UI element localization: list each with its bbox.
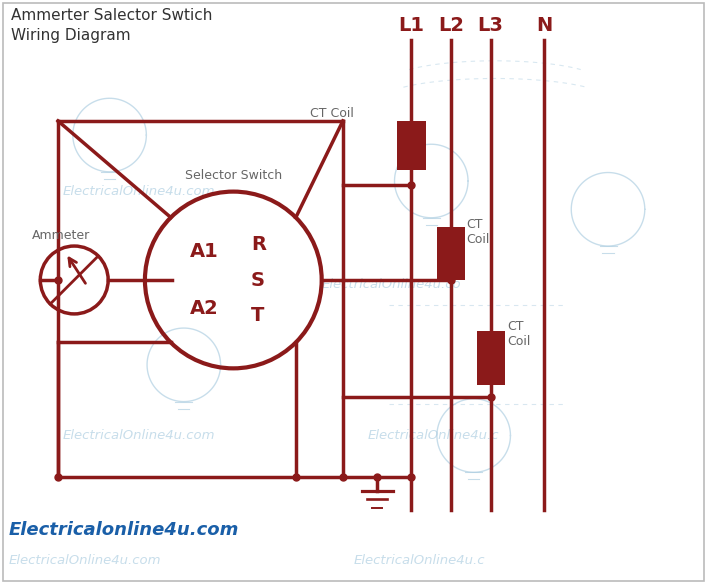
Text: A1: A1 <box>189 242 218 262</box>
Text: ElectricalOnline4u.co: ElectricalOnline4u.co <box>322 279 461 291</box>
Text: A2: A2 <box>189 299 218 318</box>
Text: ElectricalOnline4u.c: ElectricalOnline4u.c <box>354 554 485 567</box>
Text: Ammeter: Ammeter <box>32 229 90 242</box>
Text: N: N <box>537 16 552 35</box>
Text: L1: L1 <box>399 16 424 35</box>
Text: Ammerter Salector Swtich
Wiring Diagram: Ammerter Salector Swtich Wiring Diagram <box>11 8 212 43</box>
Text: ElectricalOnline4u.com: ElectricalOnline4u.com <box>62 185 215 198</box>
Text: Electricalonline4u.com: Electricalonline4u.com <box>8 520 239 538</box>
Text: L2: L2 <box>438 16 464 35</box>
Polygon shape <box>437 227 465 280</box>
Text: Selector Switch: Selector Switch <box>185 169 282 182</box>
Text: S: S <box>251 270 265 290</box>
Text: CT
Coil: CT Coil <box>508 320 531 348</box>
Text: ElectricalOnline4u.c: ElectricalOnline4u.c <box>368 429 499 442</box>
Text: ElectricalOnline4u.com: ElectricalOnline4u.com <box>8 554 161 567</box>
Text: CT
Coil: CT Coil <box>467 218 490 246</box>
Polygon shape <box>397 121 426 171</box>
Text: ElectricalOnline4u.com: ElectricalOnline4u.com <box>62 429 215 442</box>
Text: CT Coil: CT Coil <box>310 107 354 120</box>
Text: T: T <box>251 306 264 325</box>
Polygon shape <box>477 331 505 385</box>
Text: L3: L3 <box>478 16 503 35</box>
Text: R: R <box>251 235 266 254</box>
